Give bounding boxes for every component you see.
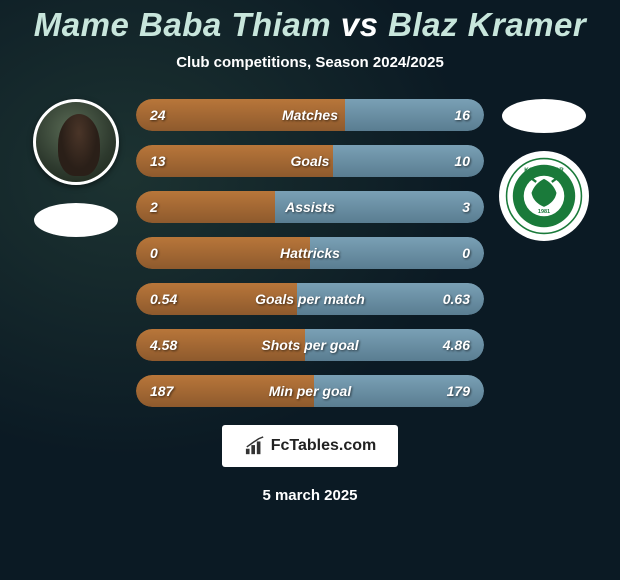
left-column (26, 85, 126, 237)
footer-brand-logo: FcTables.com (222, 425, 398, 467)
title-player1: Mame Baba Thiam (34, 6, 331, 43)
stat-row: 00Hattricks (136, 237, 484, 269)
stat-label: Assists (136, 199, 484, 215)
right-column: KONYASPOR 1981 (494, 85, 594, 241)
svg-text:KONYASPOR: KONYASPOR (524, 167, 564, 174)
stats-column: 2416Matches 1310Goals 23Assists 00Hattricks… (136, 85, 484, 407)
stat-label: Matches (136, 107, 484, 123)
footer-brand-text: FcTables.com (271, 437, 377, 455)
subtitle: Club competitions, Season 2024/2025 (176, 54, 444, 71)
stat-label: Goals per match (136, 291, 484, 307)
fctables-chart-icon (244, 436, 266, 456)
comparison-card: Mame Baba Thiam vs Blaz Kramer Club comp… (0, 0, 620, 580)
player1-club-badge (34, 203, 118, 237)
player2-club-badge-small (502, 99, 586, 133)
title-player2: Blaz Kramer (388, 6, 586, 43)
comparison-date: 5 march 2025 (262, 487, 357, 504)
title-vs: vs (341, 6, 379, 43)
stat-row: 187179Min per goal (136, 375, 484, 407)
player2-club-badge-large: KONYASPOR 1981 (499, 151, 589, 241)
svg-text:1981: 1981 (538, 209, 550, 215)
stat-label: Min per goal (136, 383, 484, 399)
page-title: Mame Baba Thiam vs Blaz Kramer (34, 6, 586, 44)
konyaspor-logo-icon: KONYASPOR 1981 (505, 157, 583, 235)
stat-row: 4.584.86Shots per goal (136, 329, 484, 361)
stat-row: 0.540.63Goals per match (136, 283, 484, 315)
stat-label: Hattricks (136, 245, 484, 261)
main-row: 2416Matches 1310Goals 23Assists 00Hattricks… (0, 85, 620, 407)
stat-row: 23Assists (136, 191, 484, 223)
player1-avatar (33, 99, 119, 185)
stat-label: Shots per goal (136, 337, 484, 353)
stat-row: 1310Goals (136, 145, 484, 177)
stat-label: Goals (136, 153, 484, 169)
stat-row: 2416Matches (136, 99, 484, 131)
